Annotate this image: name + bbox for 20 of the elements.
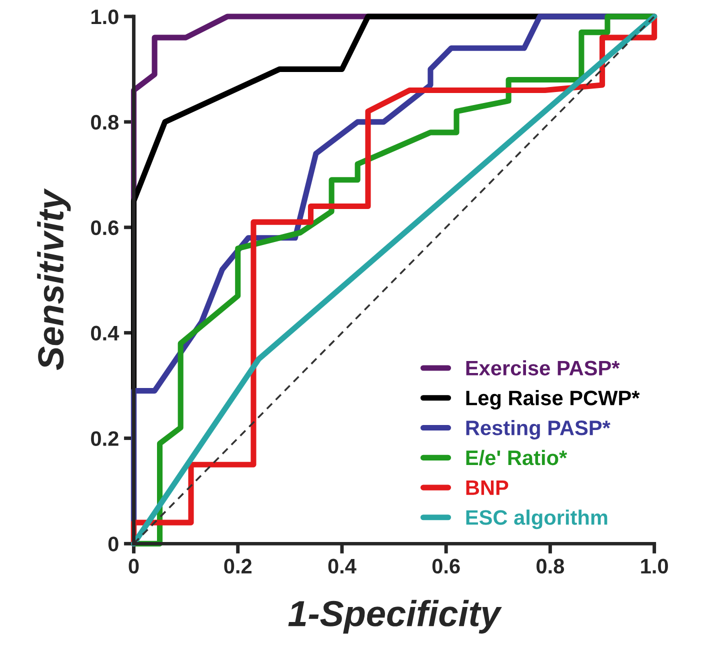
- x-tick-label: 0.2: [224, 558, 252, 574]
- y-tick-label: 0.2: [91, 431, 118, 446]
- x-tick-label: 0.8: [536, 558, 564, 574]
- legend-label: Leg Raise PCWP*: [466, 390, 640, 410]
- y-tick-label: 0.8: [91, 114, 119, 130]
- legend-label: E/e' Ratio*: [466, 450, 568, 466]
- legend-label: ESC algorithm: [466, 510, 608, 530]
- legend-label: Exercise PASP*: [466, 360, 620, 376]
- x-tick-label: 0.4: [328, 558, 356, 574]
- y-tick-label: 1.0: [92, 9, 118, 24]
- x-tick-label: 0.6: [432, 558, 460, 574]
- legend-label: Resting PASP*: [466, 420, 610, 440]
- y-tick-label: 0: [108, 536, 118, 552]
- x-tick-label: 1.0: [641, 558, 668, 574]
- legend-label: BNP: [466, 480, 508, 495]
- x-axis-title: 1-Specificity: [288, 600, 502, 634]
- y-axis-title: Sensitivity: [37, 188, 71, 370]
- x-tick-label: 0: [128, 558, 139, 574]
- y-tick-label: 0.6: [91, 220, 118, 236]
- y-tick-label: 0.4: [91, 326, 120, 341]
